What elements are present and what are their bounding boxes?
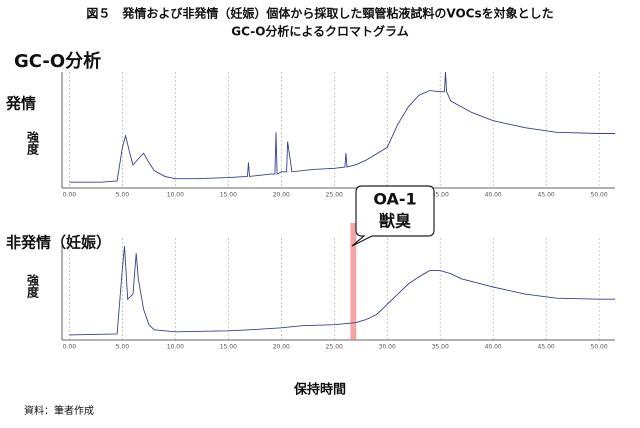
figure-title: 図５ 発情および非発情（妊娠）個体から採取した頸管粘液試料のVOCsを対象とした: [86, 6, 553, 21]
callout-box: [351, 185, 435, 247]
x-axis-label: 保持時間: [293, 382, 346, 398]
x-tick-label: 40.00: [485, 344, 502, 351]
source: 資料：筆者作成: [24, 404, 94, 417]
y-axis-label: 強度: [26, 130, 40, 156]
x-tick-label: 10.00: [167, 192, 184, 199]
chart-title: 非発情（妊娠）: [6, 234, 111, 252]
x-tick-label: 25.00: [326, 192, 343, 199]
x-tick-label: 25.00: [326, 344, 343, 351]
x-tick-label: 50.00: [591, 192, 608, 199]
figure-title: GC-O分析によるクロマトグラム: [231, 24, 408, 39]
callout-text: OA-1: [373, 190, 416, 209]
x-tick-label: 0.00: [63, 192, 77, 199]
x-tick-label: 35.00: [432, 344, 449, 351]
x-tick-label: 40.00: [485, 192, 502, 199]
highlight-band: [350, 223, 357, 340]
trace: [69, 246, 615, 336]
x-tick-label: 30.00: [379, 344, 396, 351]
x-tick-label: 5.00: [116, 192, 130, 199]
x-tick-label: 45.00: [538, 344, 555, 351]
x-tick-label: 10.00: [167, 344, 184, 351]
subtitle: GC-O分析: [14, 50, 101, 72]
x-tick-label: 20.00: [273, 344, 290, 351]
callout-text: 獣臭: [379, 212, 411, 231]
y-axis-label: 強度: [26, 273, 40, 299]
x-tick-label: 5.00: [116, 344, 130, 351]
trace: [69, 71, 615, 183]
x-tick-label: 20.00: [273, 192, 290, 199]
chart-title: 発情: [5, 95, 36, 113]
x-tick-label: 35.00: [432, 192, 449, 199]
x-tick-label: 15.00: [220, 344, 237, 351]
x-tick-label: 15.00: [220, 192, 237, 199]
x-tick-label: 0.00: [63, 344, 77, 351]
x-tick-label: 50.00: [591, 344, 608, 351]
x-tick-label: 45.00: [538, 192, 555, 199]
